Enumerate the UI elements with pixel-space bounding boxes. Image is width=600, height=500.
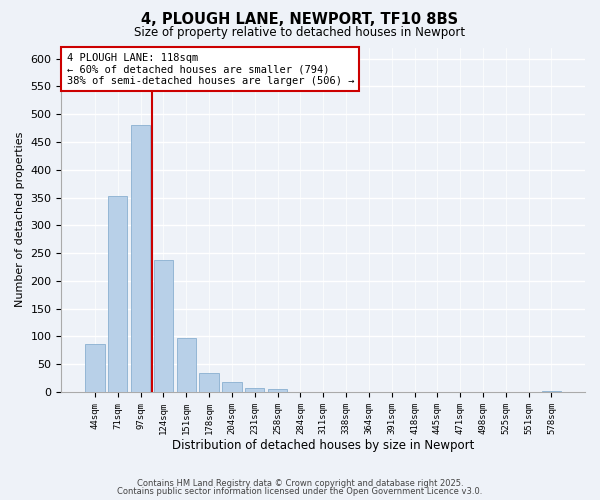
Bar [222,382,242,392]
Bar [154,260,173,392]
Text: Contains HM Land Registry data © Crown copyright and database right 2025.: Contains HM Land Registry data © Crown c… [137,478,463,488]
Text: Contains public sector information licensed under the Open Government Licence v3: Contains public sector information licen… [118,487,482,496]
Text: 4 PLOUGH LANE: 118sqm
← 60% of detached houses are smaller (794)
38% of semi-det: 4 PLOUGH LANE: 118sqm ← 60% of detached … [67,52,354,86]
Bar [199,372,219,392]
Text: Size of property relative to detached houses in Newport: Size of property relative to detached ho… [134,26,466,39]
Bar [85,344,104,392]
Bar [245,388,265,392]
Text: 4, PLOUGH LANE, NEWPORT, TF10 8BS: 4, PLOUGH LANE, NEWPORT, TF10 8BS [142,12,458,28]
Bar [131,124,150,392]
X-axis label: Distribution of detached houses by size in Newport: Distribution of detached houses by size … [172,440,475,452]
Bar [176,338,196,392]
Y-axis label: Number of detached properties: Number of detached properties [15,132,25,308]
Bar [542,391,561,392]
Bar [268,389,287,392]
Bar [108,196,127,392]
